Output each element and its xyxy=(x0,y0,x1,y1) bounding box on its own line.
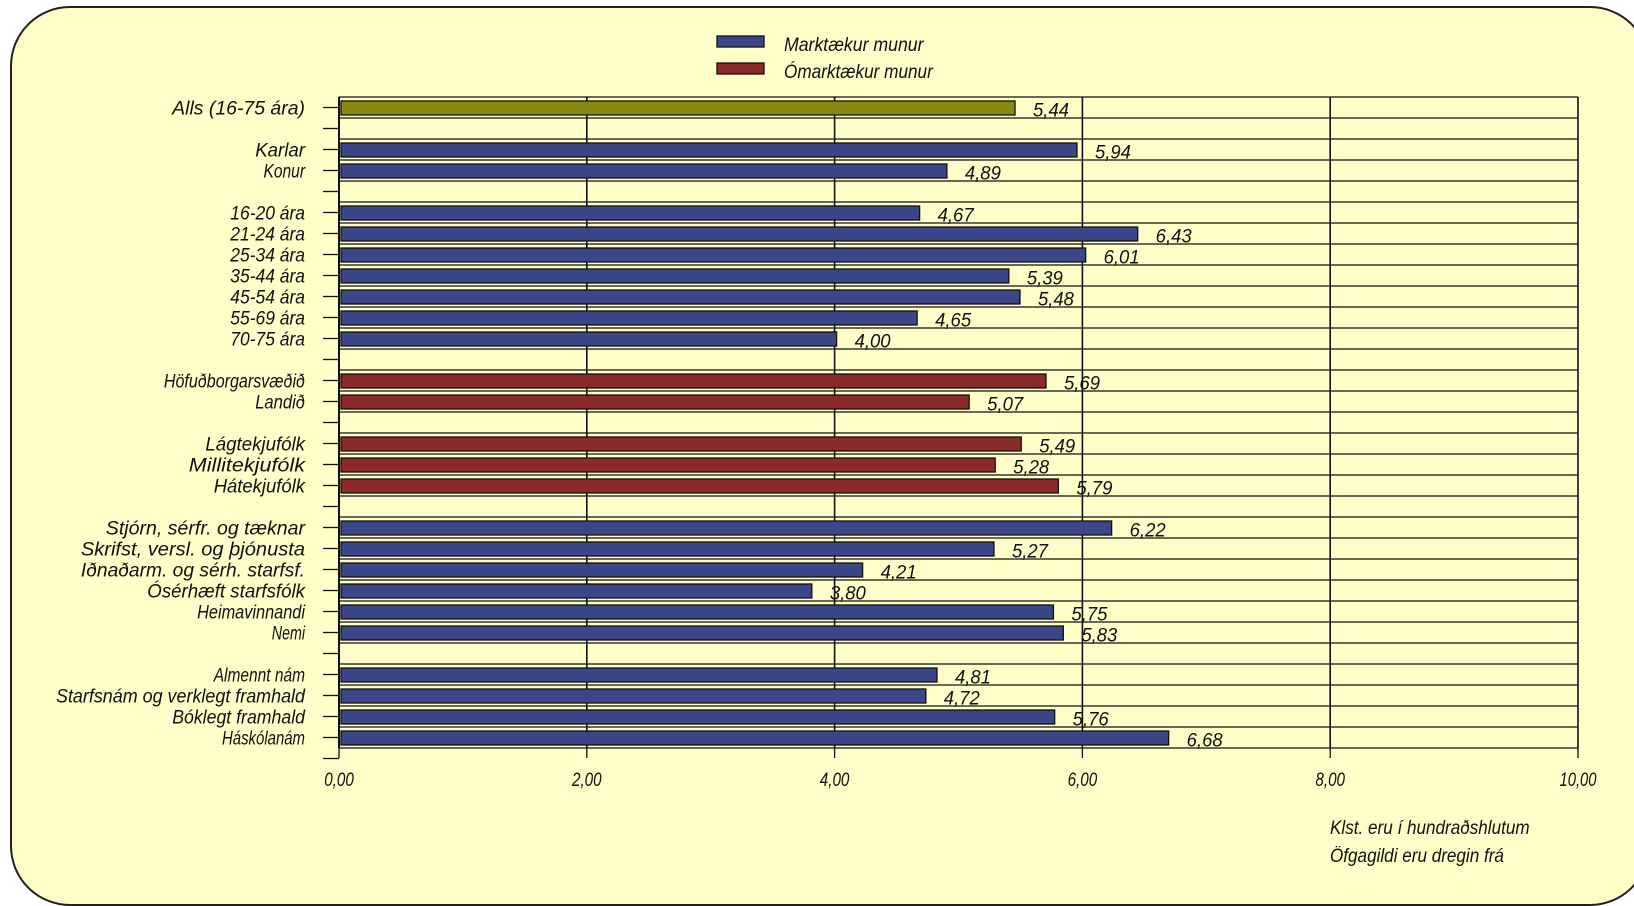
bar xyxy=(340,562,864,578)
value-label: 5,83 xyxy=(1081,626,1117,647)
category-label: Hátekjufólk xyxy=(214,477,307,498)
bar xyxy=(340,268,1010,284)
value-label: 4,00 xyxy=(855,332,891,353)
value-label: 4,21 xyxy=(881,563,917,584)
value-label: 5,44 xyxy=(1033,101,1069,122)
x-tick-label: 6,00 xyxy=(1068,770,1098,791)
legend-swatch xyxy=(716,35,765,48)
x-axis-ticks: 0,00 2,00 4,00 6,00 8,00 10,00 xyxy=(324,748,1597,791)
category-label: 21-24 ára xyxy=(229,225,305,246)
bar xyxy=(340,688,927,704)
value-label: 4,67 xyxy=(938,206,975,227)
bar xyxy=(340,709,1056,725)
category-label: Karlar xyxy=(255,141,305,162)
category-label: 25-34 ára xyxy=(229,246,305,267)
value-label: 5,28 xyxy=(1013,458,1049,479)
x-tick-label: 10,00 xyxy=(1560,770,1597,791)
category-label: Bóklegt framhald xyxy=(172,708,306,729)
bar xyxy=(340,604,1055,620)
value-label: 4,72 xyxy=(944,689,980,710)
category-label: 45-54 ára xyxy=(230,288,305,309)
value-label: 5,49 xyxy=(1039,437,1075,458)
grid-lines xyxy=(323,96,1579,760)
value-label: 5,39 xyxy=(1027,269,1063,290)
category-label: Iðnaðarm. og sérh. starfsf. xyxy=(81,561,305,582)
value-label: 5,27 xyxy=(1012,542,1049,563)
value-label: 6,01 xyxy=(1104,248,1140,269)
bar xyxy=(340,142,1078,158)
value-label: 5,94 xyxy=(1095,143,1131,164)
category-label: Almennt nám xyxy=(213,666,305,687)
category-label: Ósérhæft starfsfólk xyxy=(147,581,306,603)
value-label: 5,48 xyxy=(1038,290,1074,311)
bar xyxy=(340,583,813,599)
value-label: 4,65 xyxy=(935,311,971,332)
bar xyxy=(340,730,1170,746)
bar xyxy=(340,478,1060,494)
category-label: Landið xyxy=(255,393,305,414)
value-label: 5,76 xyxy=(1073,710,1109,731)
category-label: Lágtekjufólk xyxy=(205,435,306,456)
bar xyxy=(340,205,921,221)
category-label: 35-44 ára xyxy=(230,267,305,288)
legend-label: Marktækur munur xyxy=(784,35,924,56)
category-label: Háskólanám xyxy=(222,729,305,750)
bar xyxy=(340,310,918,326)
bar xyxy=(340,457,996,473)
x-tick-label: 8,00 xyxy=(1315,770,1345,791)
legend-label: Ómarktækur munur xyxy=(784,61,933,83)
value-label: 4,81 xyxy=(955,668,991,689)
value-label: 5,75 xyxy=(1071,605,1107,626)
category-label: Stjórn, sérfr. og tæknar xyxy=(106,519,306,540)
bar xyxy=(340,541,995,557)
bar xyxy=(340,331,838,347)
value-label: 5,79 xyxy=(1076,479,1112,500)
x-tick-label: 4,00 xyxy=(820,770,850,791)
category-label: 55-69 ára xyxy=(230,309,305,330)
value-label: 4,89 xyxy=(965,164,1001,185)
note-line-1: Klst. eru í hundraðshlutum xyxy=(1330,818,1530,839)
value-labels: 5,44 5,94 4,89 4,67 6,43 6,01 5,395,48 4,65 4,00… xyxy=(830,101,1223,752)
bar xyxy=(340,436,1022,452)
category-label: Alls (16-75 ára) xyxy=(171,99,305,120)
bar xyxy=(340,373,1047,389)
bar xyxy=(340,247,1087,263)
bar xyxy=(340,289,1021,305)
legend-swatch xyxy=(716,62,765,75)
bar xyxy=(340,163,948,179)
bar xyxy=(340,625,1064,641)
bars xyxy=(340,100,1170,746)
category-label: Konur xyxy=(264,162,306,183)
value-label: 5,07 xyxy=(987,395,1024,416)
value-label: 6,43 xyxy=(1156,227,1192,248)
category-label: Heimavinnandi xyxy=(197,603,306,624)
note-line-2: Öfgagildi eru dregin frá xyxy=(1330,846,1504,867)
category-label: Höfuðborgarsvæðið xyxy=(164,372,305,393)
bar xyxy=(340,520,1113,536)
bar xyxy=(340,667,938,683)
value-label: 6,68 xyxy=(1187,731,1223,752)
bar xyxy=(340,100,1016,116)
x-tick-label: 0,00 xyxy=(324,770,354,791)
category-label: Starfsnám og verklegt framhald xyxy=(56,687,306,708)
category-label: Nemi xyxy=(272,624,306,645)
category-label: Millitekjufólk xyxy=(189,456,307,477)
legend: Marktækur munur Ómarktækur munur xyxy=(716,35,933,83)
value-label: 5,69 xyxy=(1064,374,1100,395)
category-label: 70-75 ára xyxy=(230,330,305,351)
x-tick-label: 2,00 xyxy=(571,770,602,791)
bar xyxy=(340,394,970,410)
value-label: 6,22 xyxy=(1130,521,1166,542)
category-label: 16-20 ára xyxy=(230,204,305,225)
category-label: Skrifst, versl. og þjónusta xyxy=(81,540,305,561)
value-label: 3,80 xyxy=(830,584,866,605)
bar xyxy=(340,226,1139,242)
